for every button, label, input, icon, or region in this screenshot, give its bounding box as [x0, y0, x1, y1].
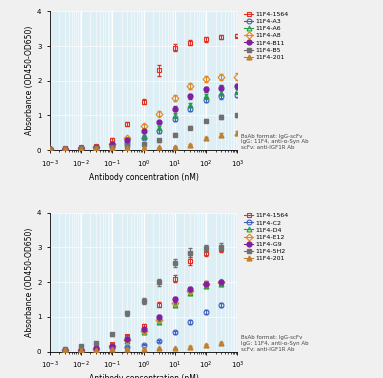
Y-axis label: Absorbance (OD450-OD650): Absorbance (OD450-OD650)	[25, 26, 34, 135]
Text: BsAb format: IgG-scFv
IgG: 11F4, anti-α-Syn Ab
scFv: anti-IGF1R Ab: BsAb format: IgG-scFv IgG: 11F4, anti-α-…	[241, 133, 309, 150]
Text: BsAb format: IgG-scFv
IgG: 11F4, anti-α-Syn Ab
scFv: anti-IGF1R Ab: BsAb format: IgG-scFv IgG: 11F4, anti-α-…	[241, 335, 309, 352]
Legend: 11F4-1564, 11F4-A3, 11F4-A6, 11F4-A8, 11F4-B11, 11F4-B5, 11F4-201: 11F4-1564, 11F4-A3, 11F4-A6, 11F4-A8, 11…	[244, 12, 288, 60]
X-axis label: Antibody concentration (nM): Antibody concentration (nM)	[89, 173, 198, 181]
Y-axis label: Absorbance (OD450-OD650): Absorbance (OD450-OD650)	[25, 228, 34, 337]
X-axis label: Antibody concentration (nM): Antibody concentration (nM)	[89, 374, 198, 378]
Legend: 11F4-1564, 11F4-C2, 11F4-D4, 11F4-E12, 11F4-G9, 11F4-5H2, 11F4-201: 11F4-1564, 11F4-C2, 11F4-D4, 11F4-E12, 1…	[244, 213, 288, 261]
